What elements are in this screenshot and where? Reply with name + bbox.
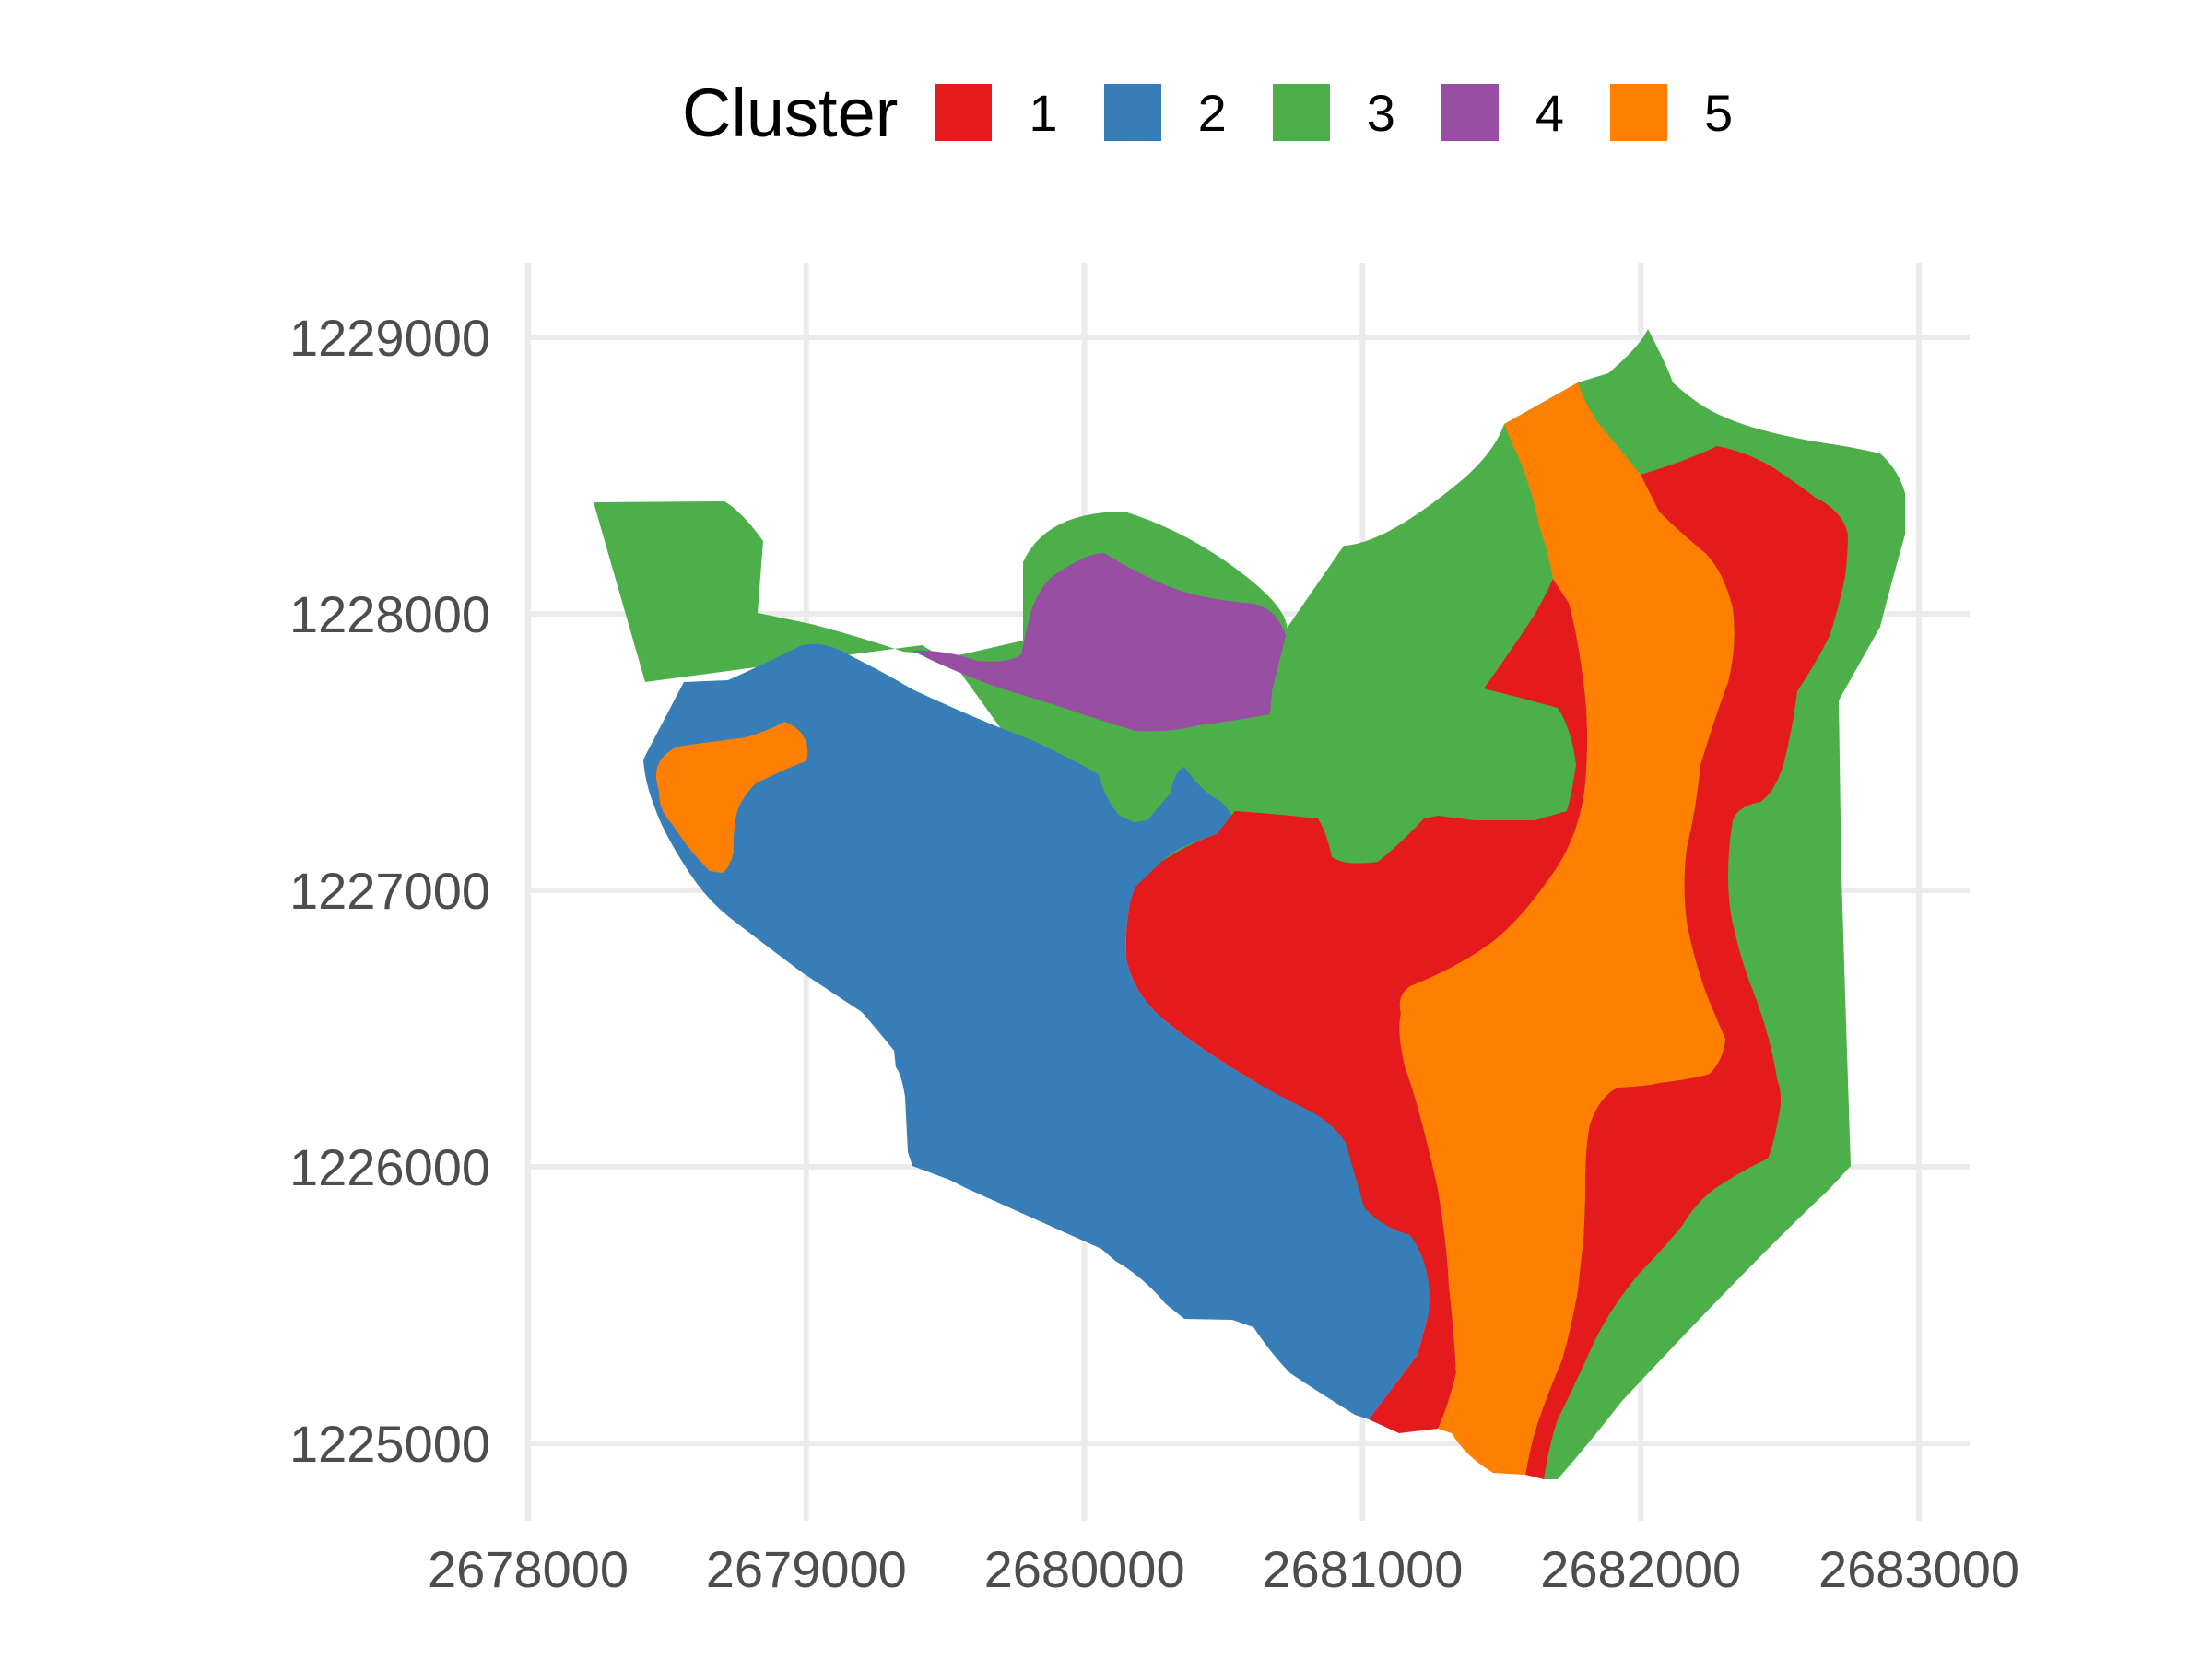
x-tick-label: 2681000 bbox=[1262, 1540, 1463, 1598]
legend-item-4: 4 bbox=[1441, 83, 1564, 143]
x-tick-label: 2683000 bbox=[1818, 1540, 2019, 1598]
cluster-2-region bbox=[643, 643, 1430, 1419]
y-tick-label: 1229000 bbox=[289, 309, 490, 367]
cluster-regions bbox=[594, 329, 1905, 1479]
y-tick-label: 1225000 bbox=[289, 1415, 490, 1473]
legend-label: 5 bbox=[1704, 83, 1734, 142]
x-tick-label: 2682000 bbox=[1540, 1540, 1741, 1598]
legend-item-5: 5 bbox=[1610, 83, 1733, 143]
axis-labels: 2678000 2679000 2680000 2681000 2682000 26830… bbox=[289, 309, 2019, 1598]
legend-swatch bbox=[1272, 84, 1330, 141]
x-tick-label: 2678000 bbox=[428, 1540, 629, 1598]
cluster-4-region bbox=[912, 553, 1286, 732]
y-tick-label: 1228000 bbox=[289, 585, 490, 643]
legend-item-3: 3 bbox=[1272, 83, 1395, 143]
cluster-5-region-west bbox=[655, 722, 808, 873]
legend-swatch bbox=[1441, 84, 1499, 141]
legend-swatch bbox=[1103, 84, 1161, 141]
x-tick-label: 2680000 bbox=[984, 1540, 1185, 1598]
legend-swatch bbox=[935, 84, 993, 141]
legend-swatch bbox=[1610, 84, 1668, 141]
legend-label: 3 bbox=[1366, 83, 1395, 142]
legend-item-2: 2 bbox=[1103, 83, 1227, 143]
legend: Cluster 1 2 3 4 5 bbox=[682, 74, 1779, 151]
x-tick-label: 2679000 bbox=[706, 1540, 907, 1598]
legend-label: 4 bbox=[1535, 83, 1565, 142]
legend-item-1: 1 bbox=[935, 83, 1058, 143]
cluster-5-region-main bbox=[1399, 382, 1735, 1475]
legend-label: 2 bbox=[1197, 83, 1227, 142]
y-tick-label: 1226000 bbox=[289, 1138, 490, 1196]
legend-items: 1 2 3 4 5 bbox=[935, 83, 1779, 143]
cluster-1-region-central bbox=[1125, 579, 1588, 1433]
y-tick-label: 1227000 bbox=[289, 862, 490, 920]
cluster-1-region-east bbox=[1525, 446, 1848, 1479]
legend-label: 1 bbox=[1029, 83, 1058, 142]
legend-title: Cluster bbox=[682, 74, 899, 151]
